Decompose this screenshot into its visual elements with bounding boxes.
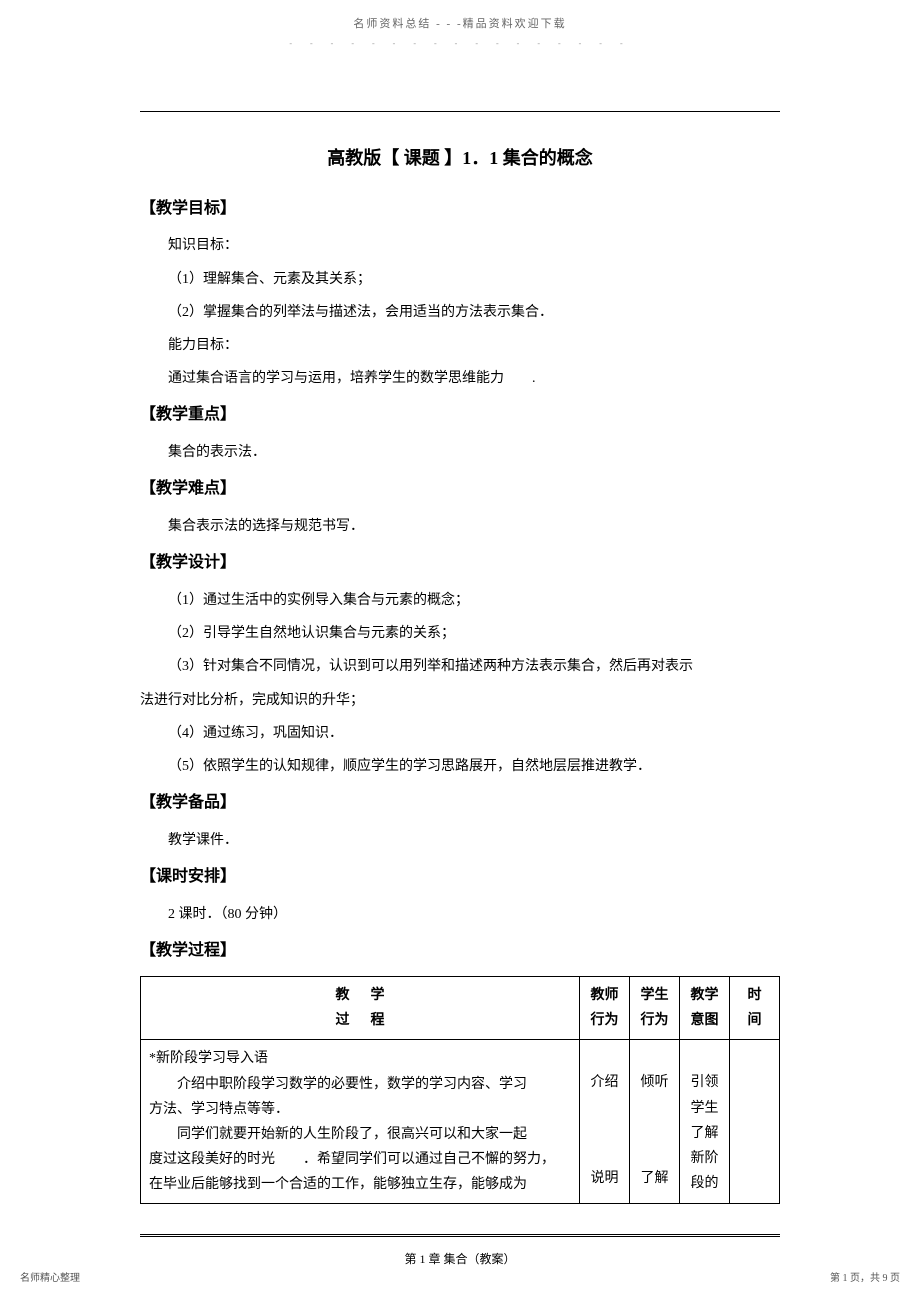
header-text: 名师资料总结 - - -精品资料欢迎下载 — [353, 18, 566, 30]
header-teacher-2: 行为 — [591, 1013, 619, 1028]
design-item-2: （2）引导学生自然地认识集合与元素的关系； — [140, 621, 780, 646]
intent-4: 新阶 — [688, 1146, 721, 1171]
header-intent-1: 教学 — [691, 988, 719, 1003]
cell-teacher: 介绍 说明 — [580, 1040, 630, 1204]
ability-text-tail: . — [532, 371, 536, 386]
header-process-2b: 程 — [371, 1013, 385, 1028]
process-p2c: ．希望同学们可以通过自己不懈的努力， — [303, 1152, 555, 1167]
header-teacher-1: 教师 — [591, 988, 619, 1003]
header-time-2: 间 — [748, 1013, 762, 1028]
bottom-caption: 第 1 章 集合（教案） — [0, 1249, 920, 1271]
section-schedule-header: 【课时安排】 — [140, 863, 780, 892]
page-header: 名师资料总结 - - -精品资料欢迎下载 — [0, 0, 920, 35]
cell-intent: 引领 学生 了解 新阶 段的 — [680, 1040, 730, 1204]
header-student: 学生 行为 — [630, 976, 680, 1039]
header-student-2: 行为 — [641, 1013, 669, 1028]
knowledge-item-2: （2）掌握集合的列举法与描述法，会用适当的方法表示集合． — [140, 300, 780, 325]
header-process: 教 学 过 程 — [141, 976, 580, 1039]
header-process-2a: 过 — [336, 1013, 350, 1028]
process-p2bc: 度过这段美好的时光 ．希望同学们可以通过自己不懈的努力， — [149, 1147, 571, 1172]
cell-time — [730, 1040, 780, 1204]
process-p1: 介绍中职阶段学习数学的必要性，数学的学习内容、学习 — [149, 1072, 571, 1097]
document-title: 高教版【 课题 】1．1 集合的概念 — [140, 142, 780, 174]
teacher-action-1: 介绍 — [588, 1070, 621, 1095]
process-p2b: 度过这段美好的时光 — [149, 1152, 275, 1167]
table-row: *新阶段学习导入语 介绍中职阶段学习数学的必要性，数学的学习内容、学习 方法、学… — [141, 1040, 780, 1204]
intent-2: 学生 — [688, 1096, 721, 1121]
intent-3: 了解 — [688, 1121, 721, 1146]
ability-text: 通过集合语言的学习与运用，培养学生的数学思维能力 — [168, 371, 504, 386]
process-subtitle: *新阶段学习导入语 — [149, 1046, 571, 1071]
design-item-3b: 法进行对比分析，完成知识的升华； — [140, 688, 780, 713]
header-dots: - - - - - - - - - - - - - - - - - — [289, 39, 630, 48]
header-process-1a: 教 — [336, 988, 350, 1003]
content-area: 高教版【 课题 】1．1 集合的概念 【教学目标】 知识目标： （1）理解集合、… — [140, 111, 780, 1204]
header-time: 时 间 — [730, 976, 780, 1039]
key-point: 集合的表示法． — [140, 440, 780, 465]
cell-process-content: *新阶段学习导入语 介绍中职阶段学习数学的必要性，数学的学习内容、学习 方法、学… — [141, 1040, 580, 1204]
ability-label: 能力目标： — [140, 333, 780, 358]
design-item-5: （5）依照学生的认知规律，顺应学生的学习思路展开，自然地层层推进教学． — [140, 754, 780, 779]
design-item-1: （1）通过生活中的实例导入集合与元素的概念； — [140, 588, 780, 613]
header-intent-2: 意图 — [691, 1013, 719, 1028]
bottom-divider — [140, 1234, 780, 1239]
header-intent: 教学 意图 — [680, 976, 730, 1039]
process-p2: 同学们就要开始新的人生阶段了，很高兴可以和大家一起 — [149, 1122, 571, 1147]
schedule-item: 2 课时．（80 分钟） — [140, 902, 780, 927]
section-process-header: 【教学过程】 — [140, 937, 780, 966]
header-time-1: 时 — [748, 988, 762, 1003]
design-item-3: （3）针对集合不同情况，认识到可以用列举和描述两种方法表示集合，然后再对表示 — [140, 654, 780, 679]
section-difficult-header: 【教学难点】 — [140, 475, 780, 504]
header-student-1: 学生 — [641, 988, 669, 1003]
cell-student: 倾听 了解 — [630, 1040, 680, 1204]
ability-item-1: 通过集合语言的学习与运用，培养学生的数学思维能力. — [140, 366, 780, 391]
student-action-2: 了解 — [638, 1166, 671, 1191]
process-p1b: 方法、学习特点等等． — [149, 1097, 571, 1122]
footer-right: 第 1 页，共 9 页 — [830, 1270, 900, 1288]
intent-5: 段的 — [688, 1171, 721, 1196]
header-teacher: 教师 行为 — [580, 976, 630, 1039]
knowledge-item-1: （1）理解集合、元素及其关系； — [140, 267, 780, 292]
section-materials-header: 【教学备品】 — [140, 789, 780, 818]
top-divider — [140, 111, 780, 112]
section-design-header: 【教学设计】 — [140, 549, 780, 578]
student-action-1: 倾听 — [638, 1070, 671, 1095]
materials-item: 教学课件． — [140, 828, 780, 853]
page-header-dots: - - - - - - - - - - - - - - - - - — [0, 37, 920, 51]
intent-1: 引领 — [688, 1070, 721, 1095]
knowledge-label: 知识目标： — [140, 233, 780, 258]
process-table: 教 学 过 程 教师 行为 学生 行为 教学 意图 时 间 — [140, 976, 780, 1205]
footer-left: 名师精心整理 — [20, 1270, 80, 1288]
header-process-1b: 学 — [371, 988, 385, 1003]
teacher-action-2: 说明 — [588, 1166, 621, 1191]
process-p2d: 在毕业后能够找到一个合适的工作，能够独立生存，能够成为 — [149, 1172, 571, 1197]
difficult-point: 集合表示法的选择与规范书写． — [140, 514, 780, 539]
section-key-header: 【教学重点】 — [140, 401, 780, 430]
section-goals-header: 【教学目标】 — [140, 195, 780, 224]
design-item-4: （4）通过练习，巩固知识． — [140, 721, 780, 746]
